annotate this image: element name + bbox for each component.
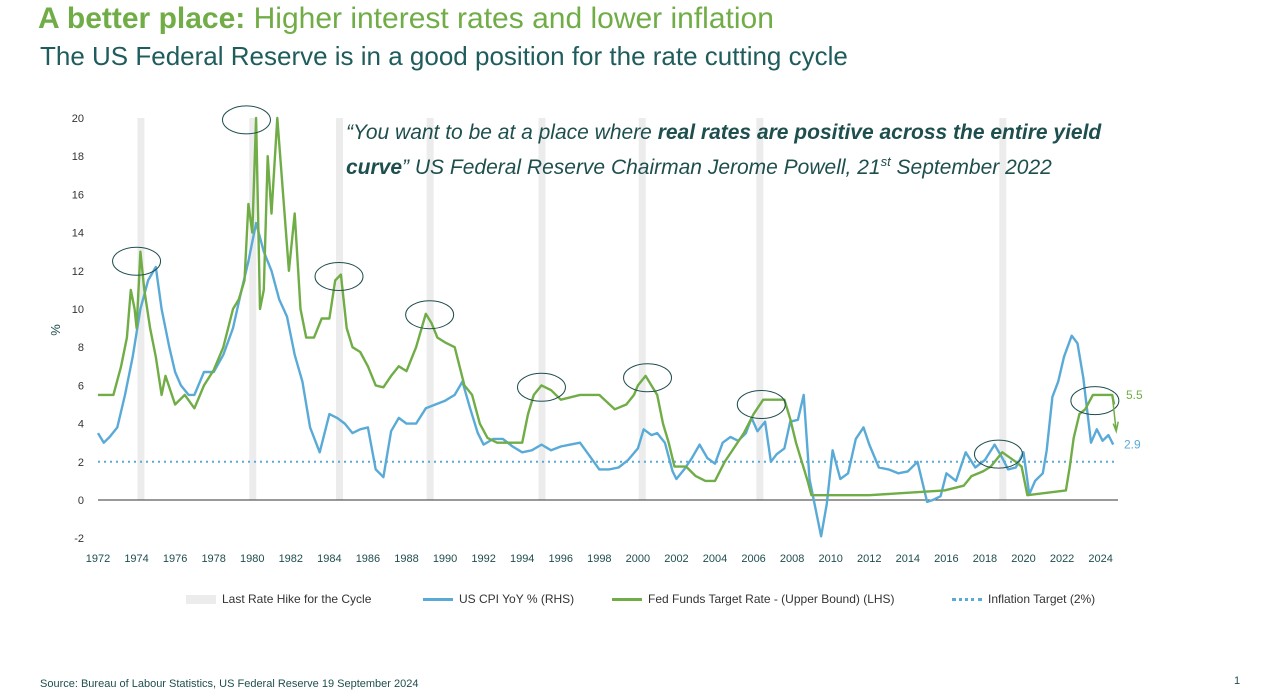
page-subtitle: The US Federal Reserve is in a good posi… [40,41,848,71]
x-tick-label: 2000 [626,553,650,565]
x-tick-label: 1974 [124,553,148,565]
x-tick-label: 1984 [317,553,341,565]
legend-swatch-fed [612,598,642,602]
y-tick-label: -2 [74,533,84,545]
legend-label-target: Inflation Target (2%) [988,592,1096,606]
highlight-circle-1 [221,105,271,135]
y-tick-label: 2 [78,457,84,469]
rate-hike-band-5 [638,118,646,500]
x-tick-label: 1980 [240,553,264,565]
y-tick-label: 6 [78,380,84,392]
highlight-circle-2 [314,262,364,292]
x-tick-label: 1992 [471,553,495,565]
page-title: A better place: Higher interest rates an… [38,2,774,36]
x-tick-label: 1978 [201,553,225,565]
legend-item-hike: Last Rate Hike for the Cycle [186,592,371,606]
highlight-circle-8 [1070,386,1120,416]
x-tick-label: 1972 [86,553,110,565]
rate-hike-band-4 [538,118,546,500]
x-tick-label: 1982 [279,553,303,565]
x-tick-label: 1996 [549,553,573,565]
x-tick-label: 2010 [818,553,842,565]
rate-hike-band-2 [336,118,344,500]
highlight-circle-5 [623,363,673,393]
x-tick-label: 2016 [934,553,958,565]
x-tick-label: 2004 [703,553,727,565]
title-rest: Higher interest rates and lower inflatio… [253,2,774,35]
legend-swatch-hike [186,595,216,605]
fed-end-label: 5.5 [1126,388,1143,402]
fed-funds-series-line [98,116,1116,497]
highlight-circle-4 [516,372,566,402]
y-tick-label: 4 [78,419,84,431]
highlight-circle-3 [405,300,455,330]
y-tick-label: 12 [72,266,84,278]
quote-part1: “You want to be at a place where [346,121,658,144]
x-tick-label: 1986 [356,553,380,565]
x-tick-label: 2012 [857,553,881,565]
quote-part3: September 2022 [890,156,1052,179]
highlight-circle-0 [112,246,162,276]
title-bold: A better place: [38,2,246,35]
highlight-circle-7 [973,439,1023,469]
end-arrow [1111,394,1119,434]
x-tick-label: 2008 [780,553,804,565]
rate-hike-band-6 [756,118,764,500]
rate-hike-band-7 [999,118,1007,500]
x-tick-label: 2020 [1011,553,1035,565]
y-tick-label: 16 [72,189,84,201]
y-tick-label: 18 [72,151,84,163]
legend-label-fed: Fed Funds Target Rate - (Upper Bound) (L… [648,592,895,606]
chart-legend: Last Rate Hike for the Cycle US CPI YoY … [0,592,1274,608]
legend-label-hike: Last Rate Hike for the Cycle [222,592,372,606]
y-tick-label: 14 [72,228,84,240]
highlight-circle-6 [736,390,786,419]
y-tick-label: 0 [78,495,84,507]
x-tick-label: 2024 [1088,553,1112,565]
legend-swatch-target [952,598,982,602]
x-tick-label: 1976 [163,553,187,565]
x-tick-label: 1998 [587,553,611,565]
source-note: Source: Bureau of Labour Statistics, US … [40,678,419,690]
quote-bold: real rates are positive across the entir… [346,121,1102,179]
x-tick-label: 1988 [394,553,418,565]
x-tick-label: 2014 [896,553,920,565]
y-tick-label: 8 [78,342,84,354]
page-number: 1 [1234,675,1241,687]
legend-label-cpi: US CPI YoY % (RHS) [459,592,575,606]
rate-hike-band-1 [249,118,257,500]
legend-swatch-cpi [423,598,453,602]
x-tick-label: 1990 [433,553,457,565]
quote-sup: st [880,154,891,169]
quote-part2: ” US Federal Reserve Chairman Jerome Pow… [402,156,881,179]
rate-hike-band-3 [426,118,434,500]
legend-item-fed: Fed Funds Target Rate - (Upper Bound) (L… [612,592,895,606]
legend-item-target: Inflation Target (2%) [952,592,1095,606]
legend-item-cpi: US CPI YoY % (RHS) [423,592,574,606]
powell-quote: “You want to be at a place where real ra… [346,118,1126,182]
x-tick-label: 2018 [973,553,997,565]
x-tick-label: 2022 [1050,553,1074,565]
x-tick-label: 2002 [664,553,688,565]
y-axis-label: % [48,324,63,336]
x-tick-label: 2006 [741,553,765,565]
y-tick-label: 20 [72,113,84,125]
x-tick-label: 1994 [510,553,534,565]
y-tick-label: 10 [72,304,84,316]
cpi-end-label: 2.9 [1124,438,1141,452]
